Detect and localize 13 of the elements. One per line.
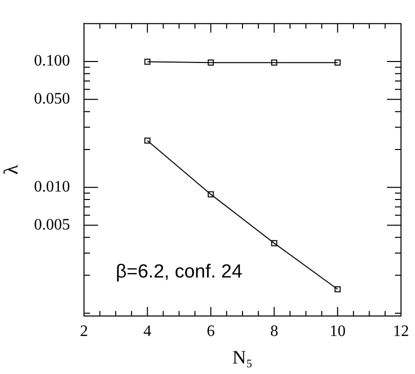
y-tick-label: 0.005 (34, 216, 70, 234)
x-tick-label: 12 (393, 322, 409, 340)
x-tick-label: 8 (270, 322, 278, 340)
y-tick-label: 0.050 (34, 90, 70, 108)
y-axis-title: λ (0, 164, 22, 175)
x-tick-label: 10 (330, 322, 346, 340)
x-tick-label: 6 (206, 322, 215, 340)
x-tick-label: 4 (143, 322, 152, 340)
x-tick-label: 2 (80, 322, 88, 340)
y-tick-label: 0.010 (34, 178, 70, 196)
y-tick-label: 0.100 (34, 52, 70, 70)
x-axis-title: N₅ (232, 348, 253, 369)
annotation: β=6.2, conf. 24 (116, 261, 243, 282)
